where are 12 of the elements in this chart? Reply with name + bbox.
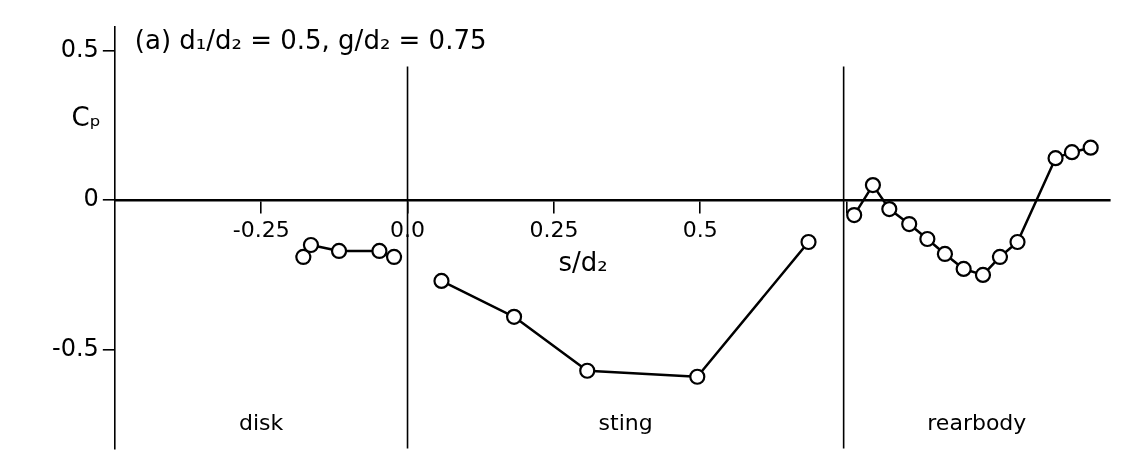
y-axis-title: Cₚ	[71, 101, 101, 132]
annotation: rearbody	[927, 410, 1027, 436]
chart-title: (a) d₁/d₂ = 0.5, g/d₂ = 0.75	[134, 25, 487, 56]
x-tick-label: -0.25	[232, 216, 290, 242]
annotation: sting	[598, 410, 653, 436]
y-tick-label: -0.5	[52, 334, 99, 363]
x-axis-title: s/d₂	[558, 246, 608, 277]
x-tick-label: 0.25	[529, 216, 579, 242]
y-tick-label: 0	[83, 184, 99, 213]
x-tick-label: 0.5	[682, 216, 718, 242]
y-tick-label: 0.5	[60, 34, 99, 63]
annotation: disk	[239, 410, 284, 436]
